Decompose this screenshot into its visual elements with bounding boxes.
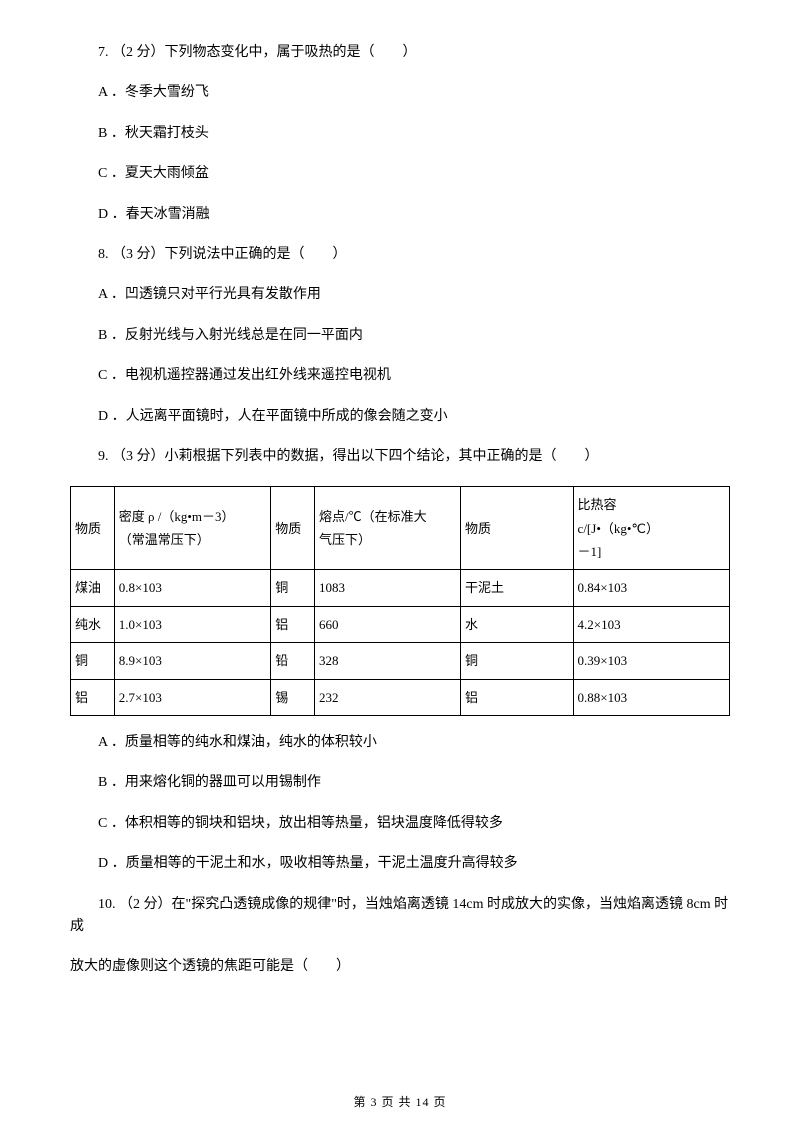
q9-option-a: A ．质量相等的纯水和煤油，纯水的体积较小	[70, 732, 730, 754]
q7-option-b: B ．秋天霜打枝头	[70, 123, 730, 145]
th-melting-l1: 熔点/℃（在标准大	[319, 509, 427, 524]
th-melting-l2: 气压下）	[319, 532, 371, 547]
cell: 2.7×103	[114, 679, 270, 715]
table-header-row: 物质 密度 ρ /（kg•m－3） （常温常压下） 物质 熔点/℃（在标准大 气…	[71, 487, 730, 570]
table-row: 煤油 0.8×103 铜 1083 干泥土 0.84×103	[71, 570, 730, 606]
q8-option-a: A ．凹透镜只对平行光具有发散作用	[70, 284, 730, 306]
cell: 232	[314, 679, 460, 715]
th-heat-l3: －1]	[578, 544, 602, 559]
q8-option-c: C ．电视机遥控器通过发出红外线来遥控电视机	[70, 365, 730, 387]
cell: 0.84×103	[573, 570, 729, 606]
cell: 1083	[314, 570, 460, 606]
cell: 铜	[71, 643, 115, 679]
cell: 干泥土	[460, 570, 573, 606]
cell: 铜	[460, 643, 573, 679]
cell: 0.8×103	[114, 570, 270, 606]
q10-line2: 放大的虚像则这个透镜的焦距可能是（ ）	[70, 956, 730, 978]
th-density-l2: （常温常压下）	[119, 532, 210, 547]
cell: 铝	[71, 679, 115, 715]
cell: 1.0×103	[114, 606, 270, 642]
cell: 铅	[271, 643, 315, 679]
q8-option-b: B ．反射光线与入射光线总是在同一平面内	[70, 325, 730, 347]
q8-option-d: D ．人远离平面镜时，人在平面镜中所成的像会随之变小	[70, 406, 730, 428]
page-footer: 第 3 页 共 14 页	[0, 1093, 800, 1112]
th-heat-cap: 比热容 c/[J•（kg•℃） －1]	[573, 487, 729, 570]
cell: 0.39×103	[573, 643, 729, 679]
q9-option-c: C ．体积相等的铜块和铝块，放出相等热量，铝块温度降低得较多	[70, 813, 730, 835]
q8-stem: 8. （3 分）下列说法中正确的是（ ）	[70, 244, 730, 266]
th-density: 密度 ρ /（kg•m－3） （常温常压下）	[114, 487, 270, 570]
th-substance-1: 物质	[71, 487, 115, 570]
table-row: 纯水 1.0×103 铝 660 水 4.2×103	[71, 606, 730, 642]
cell: 铜	[271, 570, 315, 606]
cell: 铝	[271, 606, 315, 642]
cell: 328	[314, 643, 460, 679]
table-row: 铝 2.7×103 锡 232 铝 0.88×103	[71, 679, 730, 715]
th-density-l1: 密度 ρ /（kg•m－3）	[119, 509, 235, 524]
q9-option-b: B ．用来熔化铜的器皿可以用锡制作	[70, 772, 730, 794]
cell: 纯水	[71, 606, 115, 642]
q9-option-d: D ．质量相等的干泥土和水，吸收相等热量，干泥土温度升高得较多	[70, 853, 730, 875]
cell: 8.9×103	[114, 643, 270, 679]
cell: 水	[460, 606, 573, 642]
q7-option-d: D ．春天冰雪消融	[70, 204, 730, 226]
th-substance-2: 物质	[271, 487, 315, 570]
cell: 660	[314, 606, 460, 642]
th-substance-3: 物质	[460, 487, 573, 570]
properties-table: 物质 密度 ρ /（kg•m－3） （常温常压下） 物质 熔点/℃（在标准大 气…	[70, 486, 730, 716]
table-row: 铜 8.9×103 铅 328 铜 0.39×103	[71, 643, 730, 679]
th-heat-l1: 比热容	[578, 497, 617, 512]
th-heat-l2: c/[J•（kg•℃）	[578, 521, 659, 536]
q10-line1: 10. （2 分）在"探究凸透镜成像的规律"时，当烛焰离透镜 14cm 时成放大…	[70, 894, 730, 939]
cell: 煤油	[71, 570, 115, 606]
q7-option-c: C ．夏天大雨倾盆	[70, 163, 730, 185]
th-melting: 熔点/℃（在标准大 气压下）	[314, 487, 460, 570]
cell: 锡	[271, 679, 315, 715]
q7-stem: 7. （2 分）下列物态变化中，属于吸热的是（ ）	[70, 42, 730, 64]
q7-option-a: A ．冬季大雪纷飞	[70, 82, 730, 104]
cell: 铝	[460, 679, 573, 715]
q9-stem: 9. （3 分）小莉根据下列表中的数据，得出以下四个结论，其中正确的是（ ）	[70, 446, 730, 468]
cell: 0.88×103	[573, 679, 729, 715]
cell: 4.2×103	[573, 606, 729, 642]
